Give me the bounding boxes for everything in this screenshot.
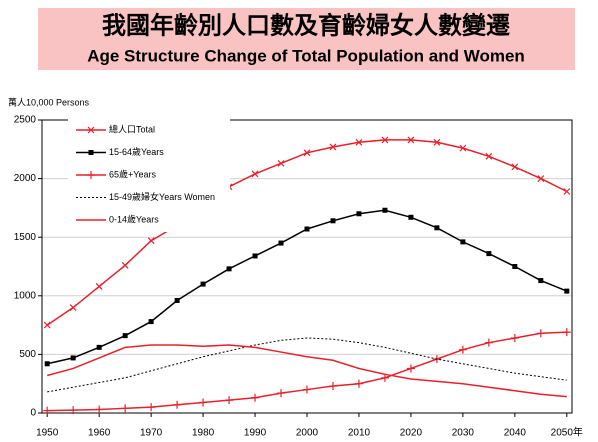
marker [329, 143, 337, 151]
legend-marker [88, 150, 94, 155]
marker [562, 328, 571, 337]
marker [70, 355, 76, 361]
y-tick-label: 2500 [14, 115, 37, 126]
marker [380, 373, 389, 382]
marker [563, 188, 571, 195]
legend-label: 65歲+Years [109, 168, 156, 179]
series-line [47, 337, 567, 393]
marker [458, 345, 467, 354]
marker [510, 333, 519, 342]
marker [226, 266, 232, 272]
marker [43, 321, 51, 329]
x-tick-label: 1990 [244, 428, 267, 439]
legend-marker [87, 171, 95, 179]
y-tick-label: 0 [30, 408, 36, 419]
marker [148, 319, 154, 325]
x-tick-label: 1970 [140, 428, 163, 439]
y-tick-label: 2000 [14, 173, 37, 184]
chart-title: 我國年齡別人口數及育齡婦女人數變遷 [102, 11, 510, 39]
marker [43, 406, 52, 415]
marker [147, 403, 156, 412]
marker [407, 136, 415, 144]
marker [511, 163, 519, 171]
legend-label: 15-49歲婦女Years Women [109, 191, 215, 202]
marker [69, 406, 78, 415]
legend-label: 15-64歲Years [109, 146, 164, 157]
marker [303, 149, 311, 157]
title-box [38, 8, 575, 70]
marker [147, 237, 155, 245]
y-axis-label: 萬人10,000 Persons [8, 96, 90, 107]
marker [303, 385, 311, 394]
marker [354, 379, 363, 388]
marker [174, 297, 180, 303]
marker [486, 251, 492, 257]
marker [433, 138, 441, 146]
marker [95, 405, 104, 414]
x-tick-label: 1960 [88, 428, 111, 439]
marker [199, 398, 208, 407]
y-tick-label: 1000 [14, 290, 37, 301]
marker [121, 261, 129, 269]
legend-label: 0-14歲Years [109, 213, 159, 224]
y-tick-label: 500 [19, 349, 36, 360]
marker [485, 152, 493, 160]
marker [460, 239, 466, 245]
marker [408, 214, 414, 220]
marker [44, 361, 50, 367]
marker [225, 396, 234, 405]
marker [381, 136, 389, 144]
marker [538, 278, 544, 284]
x-tick-label: 2010 [348, 428, 371, 439]
marker [96, 344, 102, 350]
marker [122, 333, 128, 339]
marker [200, 281, 206, 287]
x-tick-label: 1980 [192, 428, 215, 439]
series-line [47, 344, 567, 398]
marker [355, 138, 363, 146]
marker [382, 207, 388, 213]
marker [330, 218, 336, 224]
legend-label: 總人口Total [109, 123, 155, 134]
marker [564, 288, 570, 294]
marker [304, 226, 310, 232]
marker [328, 382, 337, 391]
x-tick-label: 2020 [400, 428, 423, 439]
x-tick-label: 2040 [504, 428, 527, 439]
marker [251, 393, 260, 402]
marker [95, 282, 103, 290]
x-tick-label: 2030 [452, 428, 475, 439]
legend-marker [87, 126, 95, 134]
y-tick-label: 1500 [14, 232, 37, 243]
marker [484, 338, 493, 347]
x-tick-label: 2000 [296, 428, 319, 439]
x-tick-label: 1950 [36, 428, 59, 439]
marker [173, 400, 182, 409]
marker [537, 175, 545, 183]
x-tick-label: 2050年 [551, 426, 583, 439]
marker [278, 240, 284, 246]
plot-frame [41, 119, 573, 414]
marker [406, 364, 415, 373]
marker [251, 170, 259, 178]
marker [434, 225, 440, 231]
marker [252, 253, 258, 259]
chart-subtitle: Age Structure Change of Total Population… [87, 46, 525, 65]
marker [69, 304, 77, 311]
marker [121, 404, 130, 413]
marker [277, 389, 286, 398]
marker [512, 264, 518, 269]
marker [356, 211, 362, 217]
marker [277, 159, 285, 167]
marker [536, 329, 545, 338]
marker [459, 144, 467, 152]
